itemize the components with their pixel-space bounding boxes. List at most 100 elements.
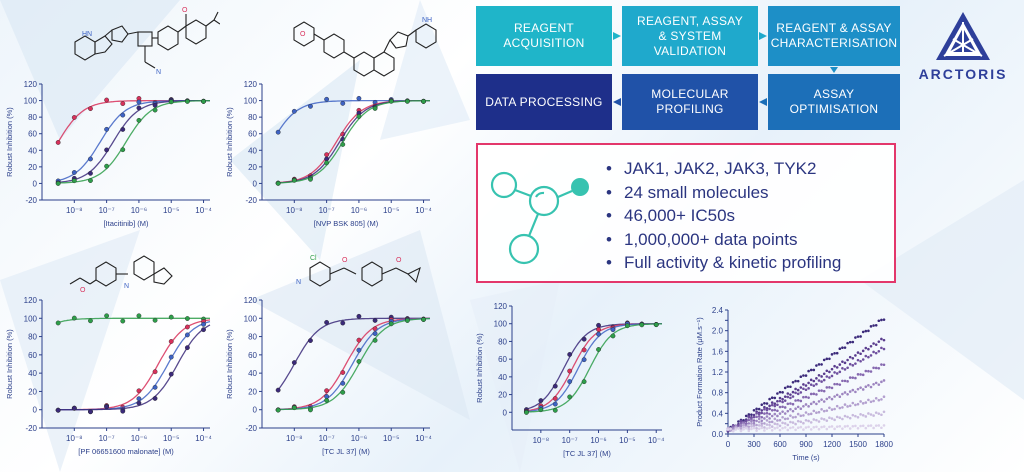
data-point xyxy=(882,338,886,342)
data-point xyxy=(783,412,787,415)
data-point xyxy=(846,415,849,419)
data-point xyxy=(770,429,774,432)
data-point xyxy=(581,379,587,385)
data-point xyxy=(804,403,808,406)
data-point xyxy=(760,422,764,425)
data-point xyxy=(820,417,823,420)
data-point xyxy=(356,313,362,319)
data-point xyxy=(804,374,808,377)
data-point xyxy=(802,383,805,386)
data-point xyxy=(802,395,805,399)
data-point xyxy=(804,418,808,422)
data-point xyxy=(856,427,860,430)
data-point xyxy=(731,429,735,433)
y-tick-label: 40 xyxy=(248,369,257,378)
data-point xyxy=(828,416,831,420)
data-point xyxy=(874,396,878,400)
data-point xyxy=(184,332,190,338)
data-point xyxy=(815,425,818,429)
y-tick-label: 20 xyxy=(498,391,507,400)
series-curve xyxy=(278,317,431,411)
data-point xyxy=(747,429,751,433)
flow-step-molecular-profiling: MOLECULAR PROFILING xyxy=(622,74,758,130)
data-point xyxy=(757,415,761,418)
data-point xyxy=(596,322,601,328)
data-point xyxy=(809,421,813,424)
data-point xyxy=(869,424,873,427)
data-point xyxy=(755,407,758,411)
data-point xyxy=(356,347,362,353)
data-point xyxy=(859,352,862,356)
data-point xyxy=(872,382,875,386)
data-point xyxy=(825,427,829,431)
data-point xyxy=(843,425,847,428)
data-point xyxy=(275,180,281,186)
y-tick-label: 40 xyxy=(498,373,507,382)
data-point xyxy=(815,418,818,422)
data-point xyxy=(755,415,758,419)
data-point xyxy=(822,372,826,376)
data-point xyxy=(835,404,839,408)
data-point xyxy=(184,316,190,321)
data-point xyxy=(856,335,860,338)
data-point xyxy=(88,156,93,162)
data-point xyxy=(851,401,855,405)
data-point xyxy=(747,425,751,428)
data-point xyxy=(783,386,787,390)
data-point xyxy=(104,163,110,169)
svg-text:N: N xyxy=(124,283,129,290)
x-axis-label: [PF 06651600 malonate] (M) xyxy=(78,447,174,456)
data-point xyxy=(874,381,878,385)
data-point xyxy=(877,349,881,353)
y-tick-label: 120 xyxy=(24,296,38,305)
data-point xyxy=(324,319,330,325)
data-point xyxy=(796,398,800,402)
data-point xyxy=(822,358,826,362)
stats-item: • Full activity & kinetic profiling xyxy=(606,253,842,272)
data-point xyxy=(581,336,587,342)
data-point xyxy=(152,107,158,113)
data-point xyxy=(854,403,857,407)
data-point xyxy=(789,385,792,389)
data-point xyxy=(882,424,886,427)
series-curve xyxy=(526,323,662,413)
data-point xyxy=(120,101,126,106)
data-point xyxy=(755,429,758,432)
data-point xyxy=(820,375,823,378)
data-point xyxy=(848,404,852,408)
y-tick-label: -20 xyxy=(25,196,37,205)
arrow-right-icon xyxy=(759,32,767,40)
y-tick-label: 100 xyxy=(494,320,508,329)
data-point xyxy=(804,411,808,414)
data-point xyxy=(136,313,142,319)
y-tick-label: 40 xyxy=(28,369,37,378)
data-point xyxy=(757,412,761,416)
x-tick-label: 10⁻⁴ xyxy=(195,206,212,215)
data-point xyxy=(757,427,761,431)
data-point xyxy=(747,413,751,416)
data-point xyxy=(854,354,857,357)
x-tick-label: 10⁻⁵ xyxy=(619,436,635,445)
data-point xyxy=(168,99,174,105)
data-point xyxy=(786,385,790,388)
y-tick-label: 0 xyxy=(503,408,508,417)
data-point xyxy=(864,346,868,350)
data-point xyxy=(372,337,378,343)
data-point xyxy=(768,423,771,427)
y-tick-label: 0 xyxy=(33,179,38,188)
data-point xyxy=(765,427,769,430)
data-point xyxy=(859,373,862,376)
data-point xyxy=(763,412,766,415)
y-tick-label: 20 xyxy=(248,163,257,172)
data-point xyxy=(864,415,868,418)
y-tick-label: 120 xyxy=(494,302,508,311)
data-point xyxy=(567,368,573,374)
series-curve xyxy=(277,317,430,391)
flow-step-validation: REAGENT, ASSAY & SYSTEM VALIDATION xyxy=(622,6,758,66)
data-point xyxy=(356,337,362,343)
x-tick-label: 10⁻⁷ xyxy=(562,436,578,445)
series-curve xyxy=(58,324,211,411)
series-curve xyxy=(278,317,430,410)
data-point xyxy=(104,404,110,410)
data-point xyxy=(854,376,857,380)
